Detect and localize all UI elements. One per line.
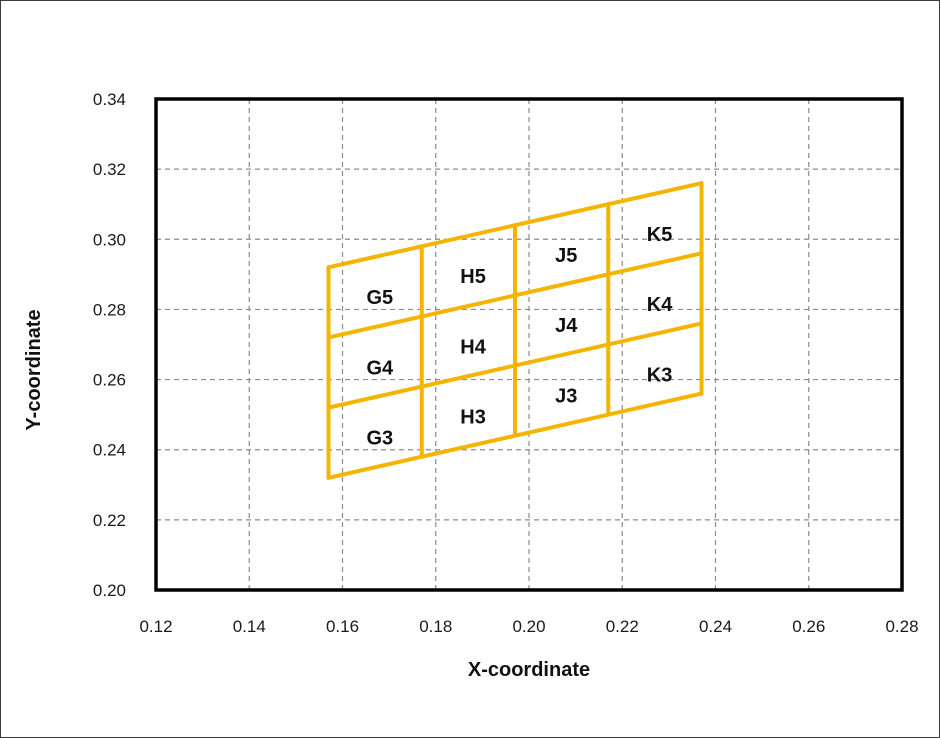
y-tick-label: 0.30 (93, 230, 126, 249)
x-tick-label: 0.20 (512, 617, 545, 636)
y-tick-label: 0.34 (93, 90, 126, 109)
x-tick-label: 0.24 (699, 617, 732, 636)
cell-label: J3 (555, 385, 577, 407)
cell-label: G5 (366, 287, 393, 309)
cell-label: G3 (366, 427, 393, 449)
cell-label: K4 (647, 294, 673, 316)
plot-area-border (154, 97, 904, 592)
x-tick-label: 0.18 (419, 617, 452, 636)
gridlines (156, 99, 902, 590)
x-tick-labels: 0.12 0.14 0.16 0.18 0.20 0.22 0.24 0.26 0.28 (139, 617, 918, 636)
y-tick-labels: 0.20 0.22 0.24 0.26 0.28 0.30 0.32 0.34 (93, 90, 126, 600)
x-tick-label: 0.22 (606, 617, 639, 636)
x-tick-label: 0.12 (139, 617, 172, 636)
cell-label: K3 (647, 364, 673, 386)
x-tick-label: 0.28 (885, 617, 918, 636)
cell-label: K5 (647, 224, 673, 246)
y-axis-title: Y-coordinate (23, 309, 45, 430)
cell-labels: G5 H5 J5 K5 G4 H4 J4 K4 G3 H3 J3 K3 (366, 224, 673, 449)
cell-label: H3 (460, 406, 486, 428)
y-tick-label: 0.28 (93, 300, 126, 319)
y-tick-label: 0.20 (93, 581, 126, 600)
y-tick-label: 0.22 (93, 511, 126, 530)
y-tick-label: 0.26 (93, 371, 126, 390)
x-tick-label: 0.16 (326, 617, 359, 636)
cell-label: G4 (366, 357, 394, 379)
cell-label: J5 (555, 245, 577, 267)
cell-label: J4 (555, 315, 578, 337)
x-tick-label: 0.14 (233, 617, 266, 636)
x-tick-label: 0.26 (792, 617, 825, 636)
mesh (326, 181, 704, 480)
x-axis-title: X-coordinate (468, 659, 590, 681)
cell-label: H4 (460, 336, 486, 358)
cell-label: H5 (460, 266, 486, 288)
y-tick-label: 0.32 (93, 160, 126, 179)
y-tick-label: 0.24 (93, 441, 126, 460)
